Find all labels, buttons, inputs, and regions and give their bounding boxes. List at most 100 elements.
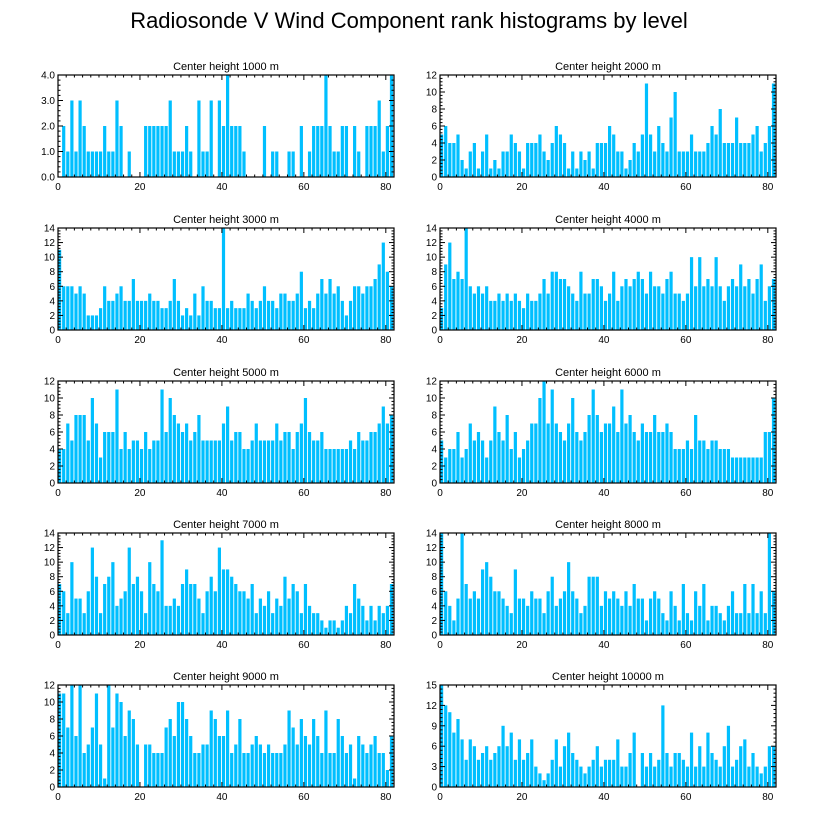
histogram-bar — [636, 440, 640, 483]
histogram-bar — [189, 151, 193, 177]
histogram-bar — [246, 449, 250, 483]
histogram-bar — [320, 432, 324, 483]
histogram-bar — [365, 440, 369, 483]
histogram-bar — [722, 449, 726, 483]
histogram-bar — [70, 685, 74, 787]
histogram-bar — [164, 308, 168, 330]
histogram-bar — [328, 279, 332, 330]
histogram-bar — [464, 168, 468, 177]
histogram-bar — [209, 710, 213, 787]
histogram-bar — [258, 440, 262, 483]
chart-panel-7: Center height 7000 m 0 20 40 60 80 0 2 4 6 8 10 12 14 — [44, 519, 395, 651]
y-tick-label: 2 — [431, 462, 437, 473]
histogram-bar — [517, 151, 522, 177]
histogram-bar — [677, 449, 681, 483]
histogram-bar — [743, 457, 747, 483]
histogram-bar — [156, 440, 160, 483]
histogram-bar — [567, 732, 571, 787]
histogram-bar — [185, 126, 189, 177]
histogram-bar — [316, 440, 320, 483]
histogram-bar — [381, 613, 385, 635]
x-tick-label: 80 — [762, 792, 774, 803]
histogram-bar — [579, 766, 583, 787]
histogram-bar — [530, 591, 534, 635]
histogram-bar — [468, 286, 472, 330]
y-tick-label: 2 — [431, 311, 437, 322]
histogram-bar — [558, 766, 563, 787]
histogram-bar — [509, 134, 513, 177]
histogram-bar — [472, 293, 476, 330]
histogram-bar — [603, 759, 608, 787]
histogram-bar — [295, 591, 299, 635]
histogram-bar — [759, 457, 763, 483]
histogram-bar — [493, 160, 497, 177]
panel-title: Center height 1000 m — [173, 61, 279, 73]
y-tick-label: 4 — [49, 749, 55, 760]
y-tick-label: 4 — [49, 296, 55, 307]
histogram-bar — [279, 605, 283, 635]
histogram-bar — [632, 143, 636, 177]
histogram-bar — [185, 423, 189, 483]
histogram-bar — [164, 605, 168, 635]
histogram-bar — [357, 736, 361, 787]
histogram-bar — [575, 300, 579, 330]
histogram-bar — [628, 160, 632, 177]
histogram-bar — [226, 710, 230, 787]
histogram-bar — [328, 449, 332, 483]
histogram-bar — [205, 744, 209, 787]
histogram-bar — [312, 126, 316, 177]
histogram-bar — [521, 168, 526, 177]
histogram-bar — [685, 151, 690, 177]
histogram-bar — [456, 134, 460, 177]
histogram-bar — [234, 432, 238, 483]
panel-title: Center height 6000 m — [555, 367, 661, 379]
histogram-bar — [521, 598, 526, 635]
histogram-bar — [238, 591, 242, 635]
histogram-bar — [501, 440, 505, 483]
histogram-bar — [324, 293, 328, 330]
histogram-bar — [213, 308, 217, 330]
histogram-bar — [644, 620, 649, 635]
histogram-bar — [444, 126, 448, 177]
histogram-bar — [217, 308, 221, 330]
histogram-bar — [287, 432, 291, 483]
histogram-bar — [517, 598, 522, 635]
x-tick-label: 20 — [134, 488, 146, 499]
histogram-bar — [444, 457, 448, 483]
histogram-bar — [287, 598, 291, 635]
histogram-bar — [144, 300, 148, 330]
histogram-bar — [221, 423, 226, 483]
histogram-bar — [283, 293, 287, 330]
y-tick-label: 10 — [426, 394, 438, 405]
histogram-bar — [452, 449, 456, 483]
histogram-bar — [698, 746, 702, 787]
histogram-bar — [648, 753, 653, 787]
histogram-bar — [612, 271, 616, 330]
histogram-bar — [279, 440, 283, 483]
histogram-bar — [340, 736, 344, 787]
histogram-bar — [291, 151, 295, 177]
y-tick-label: 6 — [431, 282, 437, 293]
histogram-bar — [722, 620, 726, 635]
histogram-bar — [694, 286, 698, 330]
histogram-bar — [201, 151, 205, 177]
histogram-bar — [230, 753, 234, 787]
histogram-bar — [685, 440, 690, 483]
histogram-bar — [517, 300, 522, 330]
histogram-bar — [718, 286, 722, 330]
y-tick-label: 6 — [431, 428, 437, 439]
histogram-bar — [369, 432, 373, 483]
histogram-bar — [767, 746, 771, 787]
x-tick-label: 40 — [216, 182, 228, 193]
histogram-bar — [751, 457, 755, 483]
histogram-bar — [98, 151, 103, 177]
histogram-bar — [176, 151, 181, 177]
y-tick-label: 8 — [49, 267, 55, 278]
histogram-bar — [172, 736, 176, 787]
y-tick-label: 2 — [49, 311, 55, 322]
histogram-bar — [307, 300, 312, 330]
histogram-bar — [86, 744, 90, 787]
histogram-bar — [221, 228, 226, 330]
histogram-bar — [336, 719, 340, 787]
histogram-bar — [616, 300, 620, 330]
